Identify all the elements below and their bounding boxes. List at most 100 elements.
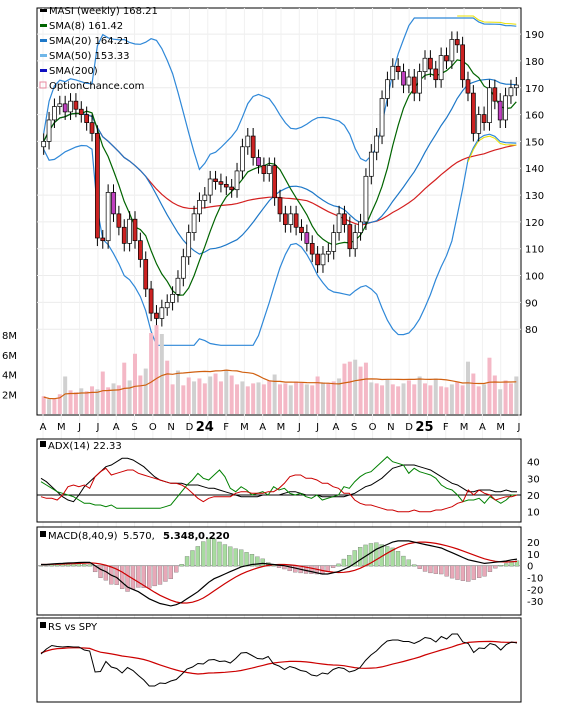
month-label: D bbox=[405, 422, 413, 433]
candle-body bbox=[84, 114, 90, 123]
volume-bar bbox=[465, 361, 470, 414]
price-tick-label: 120 bbox=[525, 218, 544, 229]
volume-bar bbox=[47, 399, 52, 414]
candle-body bbox=[261, 165, 267, 174]
macd-histogram-bar bbox=[422, 565, 428, 572]
volume-bar bbox=[95, 389, 100, 414]
volume-bar bbox=[202, 383, 207, 414]
candle-body bbox=[197, 200, 202, 215]
volume-bar bbox=[358, 366, 363, 414]
candle-body bbox=[175, 277, 181, 295]
volume-bar bbox=[197, 378, 202, 414]
volume-bar bbox=[433, 378, 438, 414]
month-label: M bbox=[496, 422, 505, 433]
macd-histogram-bar bbox=[141, 565, 146, 588]
month-label: J bbox=[95, 422, 99, 433]
month-label: D bbox=[186, 422, 194, 433]
volume-bar bbox=[165, 360, 170, 414]
month-label: F bbox=[443, 422, 449, 433]
macd-tick-label: -20 bbox=[527, 585, 543, 596]
candle-body bbox=[213, 178, 218, 183]
bollinger-upper-line bbox=[43, 17, 517, 171]
volume-bar bbox=[482, 384, 487, 414]
macd-histogram-bar bbox=[271, 565, 276, 567]
volume-bar bbox=[261, 384, 266, 414]
macd-histogram-bar bbox=[49, 564, 54, 567]
macd-histogram-bar bbox=[233, 548, 238, 567]
volume-bar bbox=[310, 385, 315, 414]
macd-histogram-bar bbox=[395, 551, 401, 567]
macd-histogram-bar bbox=[260, 558, 265, 567]
macd-histogram-bar bbox=[249, 554, 255, 567]
volume-bar bbox=[127, 380, 132, 414]
macd-legend-label: MACD(8,40,9) bbox=[48, 531, 118, 542]
candle-body bbox=[62, 103, 68, 113]
volume-bar bbox=[251, 383, 256, 414]
month-label: F bbox=[223, 422, 229, 433]
volume-bar bbox=[514, 376, 519, 414]
price-tick-label: 150 bbox=[525, 137, 544, 148]
adx-tick-label: 30 bbox=[527, 474, 540, 485]
candle-body bbox=[164, 302, 170, 309]
adx-legend-label: ADX(14) 22.33 bbox=[48, 441, 122, 452]
macd-histogram-bar bbox=[444, 565, 449, 577]
macd-histogram-bar bbox=[433, 565, 439, 574]
macd-histogram-bar bbox=[357, 547, 363, 567]
adx-series-line bbox=[40, 456, 517, 509]
volume-tick-label: 4M bbox=[2, 371, 17, 382]
candle-body bbox=[207, 178, 213, 196]
macd-histogram-bar bbox=[211, 538, 217, 567]
macd-histogram-bar bbox=[136, 565, 141, 588]
volume-bar bbox=[492, 375, 497, 414]
volume-bar bbox=[175, 370, 180, 414]
candle-body bbox=[170, 293, 175, 303]
macd-histogram-bar bbox=[487, 565, 493, 572]
candle-body bbox=[444, 55, 449, 62]
candle-body bbox=[465, 79, 471, 94]
macd-histogram-bar bbox=[374, 542, 379, 567]
candle-body bbox=[250, 135, 256, 158]
volume-bar bbox=[41, 396, 46, 414]
candle-body bbox=[417, 71, 422, 94]
month-label: A bbox=[40, 422, 47, 433]
legend-label: SMA(200) bbox=[49, 66, 98, 77]
volume-bar bbox=[401, 383, 406, 414]
volume-bar bbox=[68, 390, 73, 414]
macd-histogram-bar bbox=[455, 565, 460, 580]
volume-bar bbox=[272, 374, 277, 414]
candle-body bbox=[309, 243, 315, 255]
candle-body bbox=[336, 213, 342, 233]
candle-body bbox=[368, 151, 374, 177]
macd-histogram-bar bbox=[406, 559, 411, 567]
macd-histogram-bar bbox=[184, 556, 190, 567]
candle-body bbox=[406, 76, 412, 86]
legend-label: SMA(50) 153.33 bbox=[49, 51, 130, 62]
macd-histogram-bar bbox=[401, 555, 406, 567]
month-label: O bbox=[149, 422, 157, 433]
macd-histogram-bar bbox=[341, 558, 347, 567]
volume-bar bbox=[256, 382, 261, 414]
macd-histogram-bar bbox=[201, 541, 206, 567]
candle-body bbox=[73, 100, 79, 110]
candle-body bbox=[401, 71, 406, 86]
candle-body bbox=[395, 65, 401, 73]
volume-bar bbox=[283, 383, 288, 414]
macd-histogram-bar bbox=[439, 565, 444, 575]
macd-histogram-bar bbox=[195, 546, 201, 567]
macd-histogram-bar bbox=[352, 550, 357, 567]
adx-legend-swatch bbox=[40, 441, 46, 447]
macd-tick-label: -10 bbox=[527, 574, 543, 585]
macd-histogram-bar bbox=[412, 564, 417, 567]
candle-body bbox=[379, 98, 385, 137]
legend-swatch bbox=[40, 9, 47, 12]
price-tick-label: 170 bbox=[525, 84, 544, 95]
volume-bar bbox=[138, 375, 143, 414]
candle-body bbox=[245, 135, 251, 148]
candle-body bbox=[358, 221, 363, 233]
month-label: J bbox=[77, 422, 81, 433]
volume-bar bbox=[57, 394, 62, 414]
macd-tick-label: 10 bbox=[527, 550, 540, 561]
month-label: A bbox=[333, 422, 340, 433]
candle-body bbox=[234, 170, 240, 191]
volume-bar bbox=[154, 325, 159, 414]
